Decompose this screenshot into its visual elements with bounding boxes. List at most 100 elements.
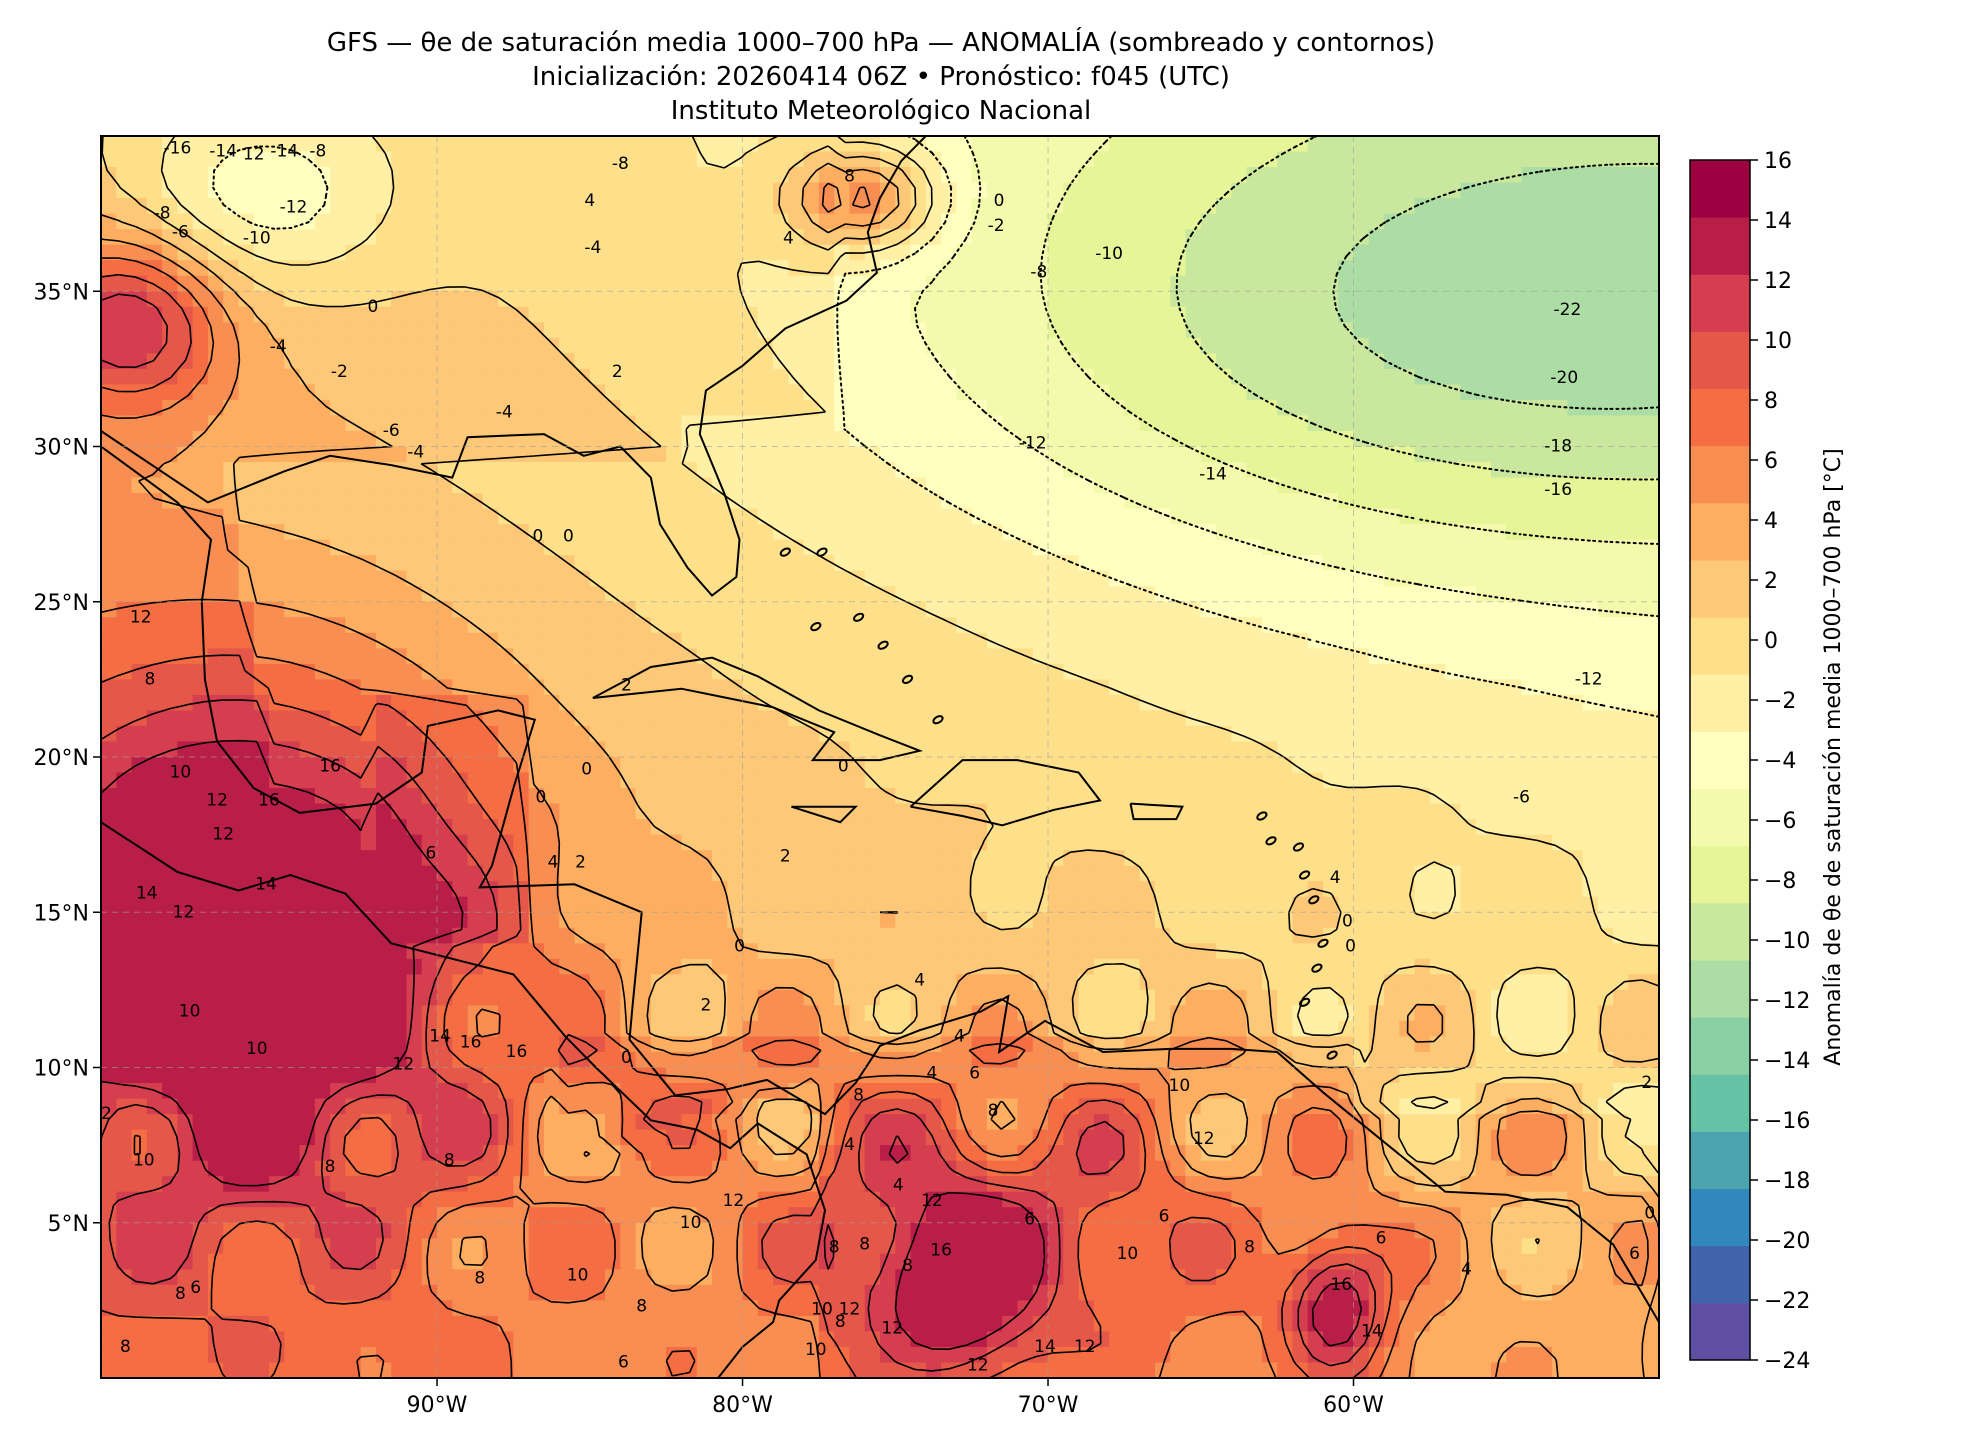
contour-label: 0 (1342, 912, 1353, 932)
contour-label: 4 (783, 229, 794, 249)
contour-label: 10 (179, 1002, 201, 1022)
island-8 (1265, 836, 1277, 846)
colorbar-segment (1690, 960, 1750, 1018)
contour-label: -16 (1544, 480, 1572, 500)
contour-label: 14 (136, 884, 158, 904)
lon-tick-label: 60°W (1323, 1393, 1384, 1418)
contour-label: 8 (844, 166, 855, 186)
contour-label: 10 (811, 1300, 833, 1320)
lat-tick-label: 30°N (34, 436, 89, 461)
contour-label: 0 (1345, 936, 1356, 956)
colorbar-segment (1690, 560, 1750, 618)
contour-label: 10 (1169, 1076, 1191, 1096)
island-13 (1311, 963, 1323, 973)
contour-label: 16 (1330, 1275, 1352, 1295)
contour-label: 12 (1074, 1337, 1096, 1357)
contour-label: 8 (175, 1284, 186, 1304)
contour-label: -14 (270, 142, 298, 162)
lat-tick-label: 25°N (34, 591, 89, 616)
coastlines (101, 136, 1659, 1378)
colorbar-tick-label: 2 (1764, 569, 1778, 594)
contour-label: 0 (734, 936, 745, 956)
contour-label: 0 (532, 527, 543, 547)
title-line-3: Instituto Meteorológico Nacional (670, 96, 1092, 126)
contour-label: 8 (120, 1337, 131, 1357)
contour-label: 8 (325, 1157, 336, 1177)
title-line-1: GFS — θe de saturación media 1000–700 hP… (326, 28, 1436, 58)
contour-label: 4 (914, 971, 925, 991)
island-3 (901, 674, 914, 685)
colorbar: −24−22−20−18−16−14−12−10−8−6−4−202468101… (1689, 149, 1810, 1374)
colorbar-segment (1690, 217, 1750, 275)
contour-label: -6 (172, 222, 189, 242)
contour-label: 12 (921, 1191, 943, 1211)
contour-label: -12 (1575, 669, 1603, 689)
contour-label: 8 (1244, 1238, 1255, 1258)
lat-tick-label: 10°N (34, 1057, 89, 1082)
contour-label: 6 (425, 843, 436, 863)
colorbar-segment (1690, 1188, 1750, 1247)
island-7 (1256, 811, 1268, 821)
contour-label: 10 (1117, 1244, 1139, 1264)
coastline-3 (592, 656, 924, 762)
contour-label: -10 (243, 229, 271, 249)
colorbar-segment (1690, 731, 1750, 790)
island-5 (816, 547, 828, 557)
contour-label: -4 (496, 402, 513, 422)
colorbar-tick-label: 16 (1764, 149, 1792, 174)
contour-label: 14 (255, 874, 277, 894)
colorbar-segment (1690, 388, 1750, 447)
contour-label: 4 (1461, 1259, 1472, 1279)
colorbar-tick-label: −12 (1764, 989, 1810, 1014)
colorbar-tick-label: −18 (1764, 1169, 1810, 1194)
colorbar-tick-label: 8 (1764, 389, 1778, 414)
colorbar-tick-label: −4 (1764, 749, 1796, 774)
contour-0 (160, 136, 1659, 1175)
contour-label: 8 (444, 1151, 455, 1171)
contour-10 (101, 273, 1393, 1378)
colorbar-tick-label: −10 (1764, 929, 1810, 954)
contour-label: -12 (280, 197, 308, 217)
contour-label: 6 (969, 1064, 980, 1084)
colorbar-segment (1690, 1131, 1750, 1190)
colorbar-segment (1690, 902, 1750, 961)
colorbar-segment (1690, 1302, 1750, 1361)
contour-label: 4 (1330, 868, 1341, 888)
colorbar-segment (1690, 788, 1750, 847)
contour-label: -8 (612, 154, 629, 174)
island-0 (810, 621, 822, 632)
contour-label: 16 (258, 791, 280, 811)
contour-label: -2 (331, 362, 348, 382)
colorbar-label: Anomalía de θe de saturación media 1000–… (1821, 448, 1846, 1065)
contour-label: 14 (1361, 1321, 1383, 1341)
contour-label: 4 (926, 1064, 937, 1084)
contour-label: 4 (844, 1135, 855, 1155)
coastline-6 (1129, 802, 1184, 821)
contour-label: 8 (859, 1235, 870, 1255)
colorbar-tick-label: −6 (1764, 809, 1796, 834)
contour-label: -22 (1554, 300, 1582, 320)
contour-label: -8 (1030, 263, 1047, 283)
colorbar-tick-label: 0 (1764, 629, 1778, 654)
colorbar-tick-label: −16 (1764, 1109, 1810, 1134)
contour-12 (101, 293, 1377, 1372)
contour-label: -2 (988, 216, 1005, 236)
contour-label: 10 (680, 1213, 702, 1233)
contour-label: 4 (954, 1026, 965, 1046)
island-4 (932, 715, 944, 725)
contour--6 (1039, 136, 1659, 545)
map-axis-ticks: 90°W 80°W 70°W 60°W35°N30°N25°N20°N15°N10°N… (34, 280, 1385, 1418)
contour-label: 0 (1644, 1203, 1655, 1223)
contour-label: 14 (429, 1026, 451, 1046)
contour-label: 10 (133, 1151, 155, 1171)
contour-labels: -16 -14 12 -14 -8-8-6-12-10-84-4840-2-8-100-… (101, 138, 1655, 1376)
contour-label: 12 (967, 1356, 989, 1376)
contour-14 (101, 739, 1363, 1350)
lat-tick-label: 20°N (34, 746, 89, 771)
coastline-5 (791, 805, 858, 824)
lon-tick-label: 70°W (1018, 1393, 1079, 1418)
gridlines (101, 136, 1659, 1378)
contour-label: 6 (1629, 1244, 1640, 1264)
contour-label: 12 (212, 825, 234, 845)
